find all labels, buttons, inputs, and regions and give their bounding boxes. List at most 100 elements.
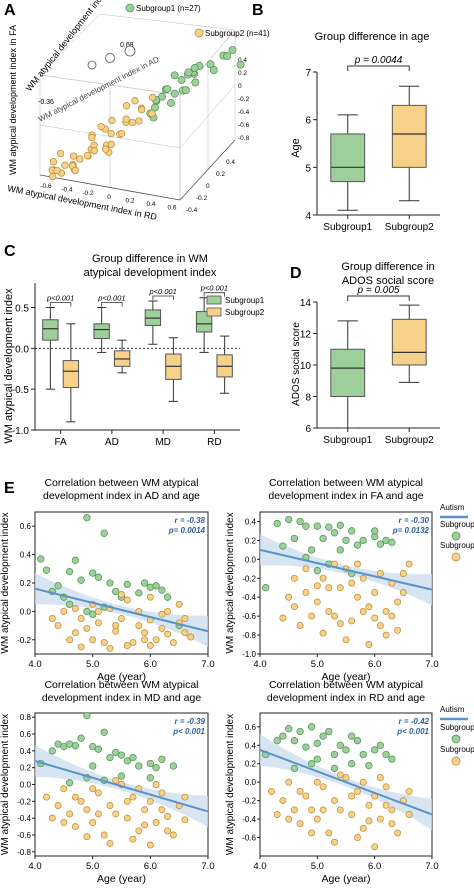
point-subgroup2 bbox=[376, 815, 384, 823]
regression-line bbox=[34, 587, 209, 633]
point-subgroup2 bbox=[83, 624, 91, 632]
panel-d-title-1: Group difference in bbox=[341, 261, 434, 273]
point-subgroup2 bbox=[164, 827, 172, 835]
point-subgroup1 bbox=[296, 727, 304, 736]
scatter-title-line-1: Correlation between WM atypical bbox=[44, 477, 198, 489]
x-tick-label: 5.0 bbox=[311, 861, 324, 872]
point-subgroup1 bbox=[54, 582, 62, 590]
point-subgroup1 bbox=[89, 610, 97, 618]
point-subgroup2 bbox=[382, 801, 390, 809]
point-subgroup2 bbox=[94, 619, 102, 627]
3d-point-subgroup2 bbox=[107, 129, 115, 138]
y-tick-label: 0.6 bbox=[20, 522, 32, 531]
point-subgroup1 bbox=[348, 760, 356, 768]
point-subgroup1 bbox=[123, 757, 131, 765]
legend-subgroup1-label: Subgroup1 bbox=[440, 520, 474, 529]
panel-e-legend: Autism Subgroup1 Subgroup2 Autism Subgro… bbox=[440, 503, 474, 766]
3d-point-subgroup2 bbox=[53, 166, 61, 175]
correlation-r: r = -0.42 bbox=[399, 717, 430, 726]
point-subgroup2 bbox=[325, 584, 333, 592]
point-subgroup1 bbox=[313, 755, 321, 763]
y-tick-label: 0.0 bbox=[15, 344, 29, 355]
tick-right: -0.6 bbox=[238, 122, 250, 129]
tick-right: -0.8 bbox=[238, 135, 250, 142]
tick-depth: -0.4 bbox=[186, 207, 198, 214]
tick-bottom: -0.6 bbox=[40, 183, 52, 190]
box bbox=[62, 360, 80, 389]
x-tick-label: 4.0 bbox=[28, 861, 41, 872]
point-subgroup2 bbox=[313, 815, 321, 823]
correlation-p: p< 0.001 bbox=[396, 727, 429, 736]
y-tick-label: -1.0 bbox=[12, 426, 30, 437]
point-subgroup1 bbox=[135, 589, 143, 597]
legend-swatch bbox=[206, 307, 222, 317]
3d-point-subgroup2 bbox=[117, 129, 126, 138]
legend-subgroup2-label: Subgroup2 bbox=[440, 541, 474, 550]
point-subgroup2 bbox=[94, 607, 102, 615]
point-subgroup1 bbox=[117, 751, 126, 759]
point-subgroup2 bbox=[359, 607, 367, 615]
point-subgroup2 bbox=[359, 824, 367, 832]
point-subgroup1 bbox=[106, 753, 114, 762]
significance-bracket bbox=[152, 295, 174, 300]
3d-point-subgroup2 bbox=[138, 106, 146, 114]
point-subgroup1 bbox=[273, 737, 281, 745]
correlation-r: r = -0.38 bbox=[175, 516, 206, 525]
x-tick-label: Subgroup1 bbox=[323, 222, 372, 233]
point-subgroup2 bbox=[106, 644, 114, 652]
point-subgroup2 bbox=[83, 833, 91, 841]
panel-a-letter: A bbox=[4, 2, 16, 19]
3d-point-subgroup1 bbox=[228, 45, 237, 54]
scatter-title-line-1: Correlation between WM atypical bbox=[44, 679, 198, 691]
point-subgroup1 bbox=[48, 747, 56, 755]
point-subgroup1 bbox=[71, 742, 80, 750]
p-value-label: p<0.001 bbox=[46, 294, 74, 303]
point-subgroup2 bbox=[158, 789, 166, 797]
point-subgroup2 bbox=[279, 797, 287, 805]
point-subgroup2 bbox=[77, 643, 85, 651]
point-subgroup1 bbox=[89, 569, 97, 577]
y-tick-label: 0.0 bbox=[20, 607, 32, 616]
p-value-label: p = 0.0044 bbox=[354, 55, 403, 66]
panel-b: B Group difference in age Age 4 5 6 7 Subgro… bbox=[252, 2, 440, 233]
point-subgroup2 bbox=[146, 797, 154, 805]
3d-point-subgroup1 bbox=[181, 86, 190, 95]
point-subgroup2 bbox=[152, 781, 160, 788]
tick-bottom: -0.4 bbox=[61, 187, 73, 194]
point-subgroup2 bbox=[158, 806, 166, 814]
legend-subgroup1-marker bbox=[451, 531, 461, 541]
point-subgroup2 bbox=[112, 622, 120, 630]
point-subgroup1 bbox=[353, 737, 362, 745]
point-subgroup1 bbox=[37, 555, 45, 563]
point-subgroup2 bbox=[285, 593, 293, 601]
y-tick-label: 6 bbox=[305, 424, 311, 435]
3d-point-reference bbox=[105, 53, 115, 63]
y-tick-label: -0.2 bbox=[242, 797, 256, 806]
legend-subgroup2-marker-2 bbox=[451, 756, 461, 766]
y-axis-label: WM atypical development index bbox=[225, 512, 236, 653]
point-subgroup2 bbox=[290, 806, 298, 814]
3d-grid-line bbox=[179, 84, 236, 149]
legend-label: Subgroup1 bbox=[225, 296, 265, 305]
correlation-p: p= 0.0132 bbox=[392, 526, 430, 535]
legend-autism-label: Autism bbox=[440, 503, 465, 512]
3d-point-subgroup1 bbox=[170, 89, 179, 98]
point-subgroup2 bbox=[388, 612, 396, 620]
y-tick-label: -0.6 bbox=[17, 831, 31, 840]
3d-point-subgroup1 bbox=[223, 52, 232, 61]
x-tick-label: AD bbox=[105, 437, 119, 448]
point-subgroup2 bbox=[169, 831, 177, 839]
3d-point-subgroup2 bbox=[122, 102, 131, 110]
y-tick-label: 0.4 bbox=[20, 747, 32, 756]
point-subgroup2 bbox=[308, 806, 316, 814]
point-subgroup2 bbox=[313, 778, 321, 786]
panel-c-title-2: atypical development index bbox=[84, 267, 217, 279]
point-subgroup2 bbox=[135, 622, 143, 630]
point-subgroup1 bbox=[376, 741, 385, 749]
point-subgroup1 bbox=[342, 536, 350, 545]
point-subgroup2 bbox=[152, 636, 160, 644]
3d-point-subgroup2 bbox=[49, 158, 58, 166]
tick-bottom: 0 bbox=[107, 194, 111, 201]
y-tick-label: 5 bbox=[305, 163, 311, 174]
scatter-title-line-2: development index in RD and age bbox=[267, 692, 425, 704]
